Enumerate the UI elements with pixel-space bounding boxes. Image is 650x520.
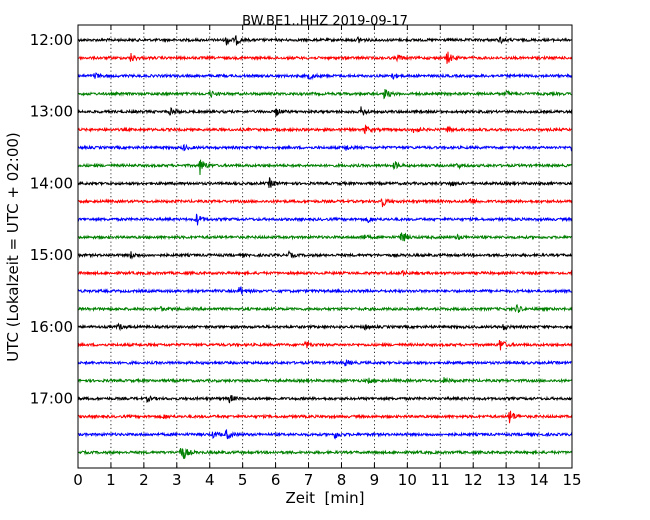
x-tick-label: 15 bbox=[562, 471, 581, 489]
x-tick-label: 5 bbox=[238, 471, 248, 489]
y-tick-label: 15:00 bbox=[30, 246, 73, 264]
chart-title: BW.BE1..HHZ 2019-09-17 bbox=[242, 14, 408, 29]
grid-lines bbox=[110, 25, 540, 468]
trace-row-8 bbox=[77, 159, 573, 175]
y-axis: 12:00 13:00 14:00 15:00 16:00 17:00 bbox=[30, 31, 572, 408]
y-axis-label: UTC (Lokalzeit = UTC + 02:00) bbox=[4, 132, 22, 362]
x-tick-label: 3 bbox=[172, 471, 182, 489]
trace-row-11 bbox=[77, 213, 573, 226]
y-tick-label: 16:00 bbox=[30, 318, 73, 336]
x-tick-label: 6 bbox=[271, 471, 281, 489]
x-tick-label: 2 bbox=[139, 471, 149, 489]
x-tick-label: 12 bbox=[464, 471, 483, 489]
trace-row-18 bbox=[77, 339, 573, 351]
trace-row-6 bbox=[77, 124, 573, 135]
x-tick-label: 10 bbox=[398, 471, 417, 489]
y-tick-label: 14:00 bbox=[30, 174, 73, 192]
x-tick-label: 1 bbox=[106, 471, 116, 489]
trace-row-9 bbox=[77, 177, 573, 188]
x-tick-label: 11 bbox=[431, 471, 450, 489]
trace-row-24 bbox=[77, 447, 573, 459]
x-tick-label: 14 bbox=[530, 471, 549, 489]
x-axis-label: Zeit [min] bbox=[285, 489, 364, 507]
x-tick-label: 8 bbox=[337, 471, 347, 489]
trace-row-23 bbox=[77, 429, 573, 440]
trace-row-4 bbox=[77, 88, 573, 100]
traces bbox=[77, 35, 573, 459]
trace-row-21 bbox=[77, 395, 573, 404]
plot-frame bbox=[77, 24, 573, 469]
trace-row-19 bbox=[77, 359, 573, 367]
x-tick-label: 13 bbox=[497, 471, 516, 489]
x-tick-label: 4 bbox=[205, 471, 215, 489]
x-tick-label: 0 bbox=[73, 471, 83, 489]
trace-row-1 bbox=[77, 35, 573, 46]
trace-row-10 bbox=[77, 197, 573, 208]
trace-row-15 bbox=[77, 286, 573, 296]
y-tick-label: 17:00 bbox=[30, 390, 73, 408]
x-tick-label: 9 bbox=[370, 471, 380, 489]
trace-row-16 bbox=[77, 303, 573, 313]
trace-row-13 bbox=[77, 249, 573, 260]
trace-row-17 bbox=[77, 322, 573, 332]
y-tick-label: 13:00 bbox=[30, 103, 73, 121]
x-axis: 0 1 2 3 4 5 6 7 8 9 10 11 12 13 14 15 bbox=[73, 25, 582, 489]
trace-row-14 bbox=[77, 269, 573, 277]
trace-row-3 bbox=[77, 72, 573, 81]
trace-row-20 bbox=[77, 376, 573, 384]
trace-row-7 bbox=[77, 143, 573, 152]
trace-row-22 bbox=[77, 410, 573, 424]
trace-row-5 bbox=[77, 106, 573, 117]
y-tick-label: 12:00 bbox=[30, 31, 73, 49]
trace-row-12 bbox=[77, 232, 573, 242]
x-tick-label: 7 bbox=[304, 471, 314, 489]
trace-row-2 bbox=[77, 51, 573, 64]
